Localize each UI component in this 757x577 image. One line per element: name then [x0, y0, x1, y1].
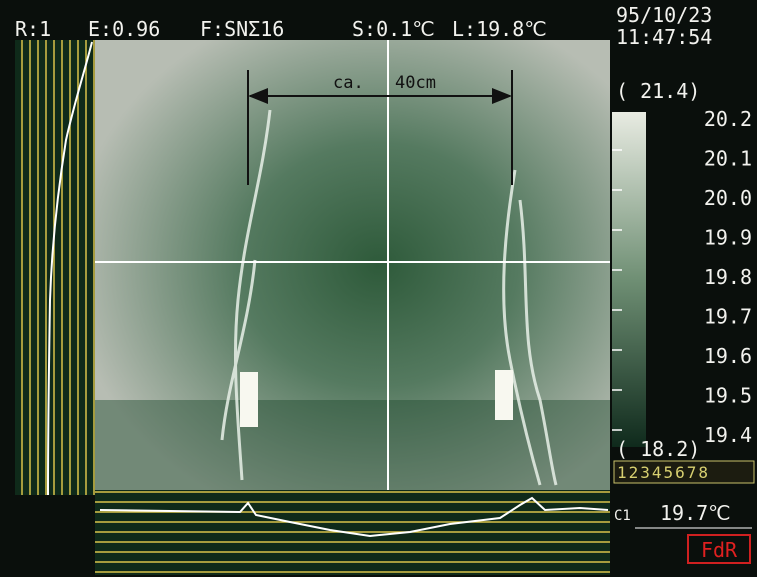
- scale-labels: 20.2 20.1 20.0 19.9 19.8 19.7 19.6 19.5 19.4: [704, 107, 752, 447]
- scale-label: 19.9: [704, 226, 752, 250]
- emissivity: E:0.96: [88, 17, 160, 41]
- palette-numbers: 12345678: [617, 463, 710, 482]
- left-marker: [240, 372, 258, 427]
- right-marker: [495, 370, 513, 420]
- scale-label: 19.7: [704, 305, 752, 329]
- scale-max: ( 21.4): [616, 79, 700, 103]
- scale-label: 20.2: [704, 107, 752, 131]
- level: L:19.8℃: [452, 17, 547, 41]
- scale-min: ( 18.2): [616, 437, 700, 461]
- annotation-prefix: ca.: [333, 73, 364, 93]
- date: 95/10/23: [616, 3, 712, 27]
- color-bar: [612, 112, 646, 447]
- scale-label: 19.4: [704, 423, 752, 447]
- thermal-display: ca. 40cm R:1 E:0.96 F:SNΣ16 S:0.1℃ L:19.…: [0, 0, 757, 577]
- scale-label: 20.1: [704, 147, 752, 171]
- mode: FdR: [701, 538, 738, 562]
- cursor-name: C1: [614, 508, 631, 524]
- scale-label: 19.8: [704, 265, 752, 289]
- filter: F:SNΣ16: [200, 17, 284, 41]
- scale-label: 20.0: [704, 186, 752, 210]
- sensitivity: S:0.1℃: [352, 17, 435, 41]
- scale-label: 19.5: [704, 384, 752, 408]
- floor-shade: [95, 400, 610, 490]
- time: 11:47:54: [616, 25, 712, 49]
- range: R:1: [15, 17, 51, 41]
- scale-label: 19.6: [704, 344, 752, 368]
- annotation-distance: 40cm: [395, 73, 436, 93]
- cursor-value: 19.7℃: [660, 501, 731, 525]
- vertical-profile-panel: [15, 40, 95, 495]
